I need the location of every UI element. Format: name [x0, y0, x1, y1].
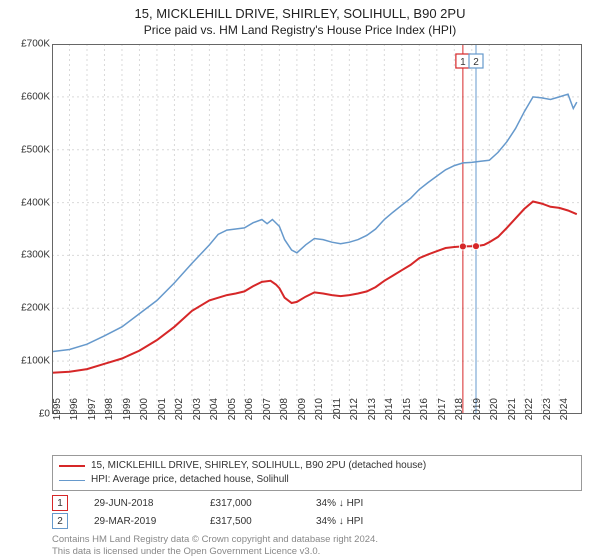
- x-tick-label: 2006: [244, 398, 255, 438]
- y-tick-label: £100K: [0, 356, 50, 367]
- svg-text:1: 1: [460, 57, 466, 68]
- x-tick-label: 2017: [437, 398, 448, 438]
- x-tick-label: 2011: [332, 398, 343, 438]
- chart-title-2: Price paid vs. HM Land Registry's House …: [0, 21, 600, 41]
- x-tick-label: 2016: [419, 398, 430, 438]
- y-tick-label: £200K: [0, 303, 50, 314]
- chart-container: 15, MICKLEHILL DRIVE, SHIRLEY, SOLIHULL,…: [0, 0, 600, 560]
- x-tick-label: 2004: [209, 398, 220, 438]
- marker-change-2: 34% ↓ HPI: [316, 516, 363, 527]
- x-tick-label: 2015: [402, 398, 413, 438]
- x-tick-label: 2019: [472, 398, 483, 438]
- legend-swatch-property: [59, 465, 85, 467]
- marker-row-2: 2 29-MAR-2019 £317,500 34% ↓ HPI: [52, 513, 582, 529]
- marker-price-2: £317,500: [210, 516, 290, 527]
- x-tick-label: 1998: [104, 398, 115, 438]
- x-tick-label: 2022: [524, 398, 535, 438]
- marker-price-1: £317,000: [210, 498, 290, 509]
- marker-row-1: 1 29-JUN-2018 £317,000 34% ↓ HPI: [52, 495, 582, 511]
- chart-svg: 12: [52, 44, 582, 414]
- marker-change-1: 34% ↓ HPI: [316, 498, 363, 509]
- footnote: Contains HM Land Registry data © Crown c…: [52, 534, 582, 558]
- x-tick-label: 2020: [489, 398, 500, 438]
- marker-badge-2: 2: [52, 513, 68, 529]
- x-tick-label: 2005: [227, 398, 238, 438]
- x-tick-label: 2023: [542, 398, 553, 438]
- x-tick-label: 1995: [52, 398, 63, 438]
- footnote-line-1: Contains HM Land Registry data © Crown c…: [52, 534, 582, 546]
- legend-swatch-hpi: [59, 480, 85, 481]
- x-tick-label: 2024: [559, 398, 570, 438]
- x-tick-label: 2001: [157, 398, 168, 438]
- marker-date-1: 29-JUN-2018: [94, 498, 184, 509]
- x-tick-label: 2014: [384, 398, 395, 438]
- x-tick-label: 2009: [297, 398, 308, 438]
- marker-badge-1: 1: [52, 495, 68, 511]
- y-tick-label: £400K: [0, 197, 50, 208]
- x-tick-label: 1996: [69, 398, 80, 438]
- x-tick-label: 2002: [174, 398, 185, 438]
- x-tick-label: 2012: [349, 398, 360, 438]
- x-tick-label: 2003: [192, 398, 203, 438]
- y-tick-label: £0: [0, 409, 50, 420]
- legend-label-property: 15, MICKLEHILL DRIVE, SHIRLEY, SOLIHULL,…: [91, 459, 426, 473]
- legend-item-hpi: HPI: Average price, detached house, Soli…: [59, 473, 575, 487]
- chart-title-1: 15, MICKLEHILL DRIVE, SHIRLEY, SOLIHULL,…: [0, 0, 600, 21]
- marker-date-2: 29-MAR-2019: [94, 516, 184, 527]
- x-tick-label: 2013: [367, 398, 378, 438]
- x-tick-label: 2018: [454, 398, 465, 438]
- x-tick-label: 1999: [122, 398, 133, 438]
- y-tick-label: £500K: [0, 144, 50, 155]
- plot-area: 12: [52, 44, 582, 414]
- x-tick-label: 2010: [314, 398, 325, 438]
- x-tick-label: 2007: [262, 398, 273, 438]
- footnote-line-2: This data is licensed under the Open Gov…: [52, 546, 582, 558]
- legend-label-hpi: HPI: Average price, detached house, Soli…: [91, 473, 289, 487]
- y-tick-label: £700K: [0, 39, 50, 50]
- x-tick-label: 2008: [279, 398, 290, 438]
- svg-text:2: 2: [473, 57, 479, 68]
- y-tick-label: £300K: [0, 250, 50, 261]
- x-tick-label: 1997: [87, 398, 98, 438]
- legend: 15, MICKLEHILL DRIVE, SHIRLEY, SOLIHULL,…: [52, 455, 582, 491]
- x-tick-label: 2021: [507, 398, 518, 438]
- x-tick-label: 2000: [139, 398, 150, 438]
- legend-item-property: 15, MICKLEHILL DRIVE, SHIRLEY, SOLIHULL,…: [59, 459, 575, 473]
- y-tick-label: £600K: [0, 91, 50, 102]
